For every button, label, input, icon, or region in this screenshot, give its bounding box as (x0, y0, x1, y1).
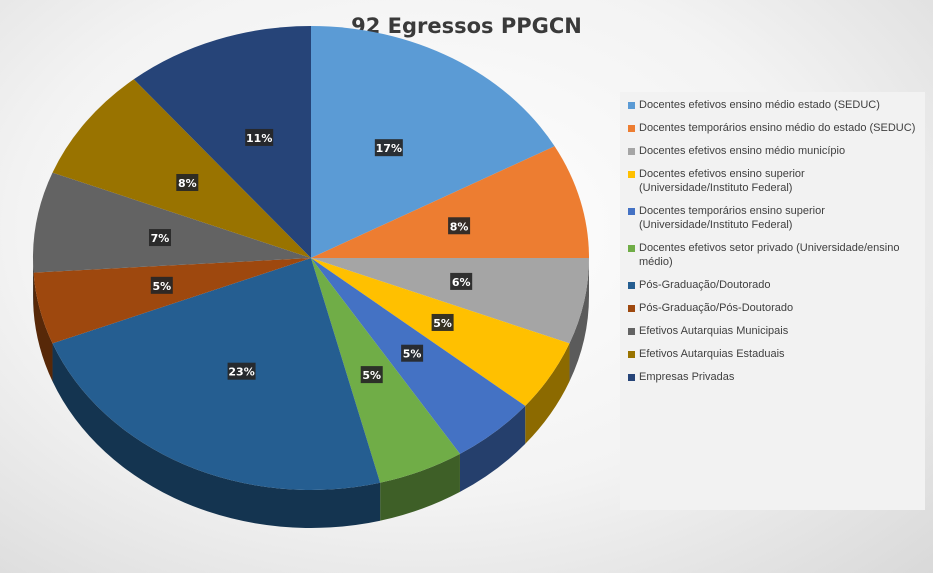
data-label-box (374, 139, 403, 157)
data-label-box (448, 217, 471, 235)
pie-slice (311, 258, 460, 483)
data-label: 7% (151, 232, 170, 245)
legend-label: Pós-Graduação/Doutorado (639, 279, 771, 291)
pie-slice (33, 258, 311, 344)
data-label-box (450, 272, 473, 290)
legend-swatch (628, 102, 635, 109)
pie-slice (133, 26, 311, 258)
legend-item: Docentes efetivos setor privado (Univers… (628, 241, 917, 269)
legend-item: Docentes efetivos ensino superior (Unive… (628, 167, 917, 195)
data-label: 5% (433, 317, 452, 330)
data-label: 5% (152, 280, 171, 293)
data-label: 8% (450, 220, 469, 233)
data-label-box (360, 366, 383, 384)
legend-item: Docentes temporários ensino superior (Un… (628, 204, 917, 232)
pie-slice (52, 258, 381, 490)
pie-slice-side (459, 405, 526, 492)
legend-swatch (628, 282, 635, 289)
data-label-box (431, 313, 454, 331)
legend-label: Efetivos Autarquias Municipais (639, 325, 789, 337)
data-label-box (148, 229, 171, 247)
pie-slice (311, 258, 570, 406)
pie-slice-side (52, 343, 381, 528)
legend-label: Docentes temporários ensino médio do est… (639, 122, 916, 134)
legend-swatch (628, 148, 635, 155)
data-label-box (227, 362, 256, 380)
legend-item: Pós-Graduação/Pós-Doutorado (628, 301, 917, 315)
chart-title: 92 Egressos PPGCN (351, 14, 582, 38)
legend-swatch (628, 245, 635, 252)
legend-swatch (628, 171, 635, 178)
legend: Docentes efetivos ensino médio estado (S… (620, 92, 925, 510)
pie-slice-side (33, 258, 34, 311)
pie-slice (311, 146, 589, 258)
data-label-box (150, 276, 173, 294)
data-label-box (245, 128, 274, 146)
legend-label: Efetivos Autarquias Estaduais (639, 348, 785, 360)
legend-swatch (628, 351, 635, 358)
legend-label: Pós-Graduação/Pós-Doutorado (639, 302, 794, 314)
legend-swatch (628, 208, 635, 215)
data-label: 23% (228, 366, 254, 379)
data-label: 5% (403, 348, 422, 361)
data-label-box (401, 344, 424, 362)
legend-swatch (628, 305, 635, 312)
data-label: 6% (452, 276, 471, 289)
legend-swatch (628, 328, 635, 335)
pie-slice-side (525, 343, 570, 444)
legend-label: Docentes efetivos ensino médio município (639, 145, 846, 157)
pie-slice (33, 172, 311, 273)
legend-label: Docentes efetivos ensino superior (Unive… (639, 168, 805, 194)
pie-slice-side (380, 453, 460, 521)
legend-item: Efetivos Autarquias Municipais (628, 324, 917, 338)
legend-item: Docentes temporários ensino médio do est… (628, 121, 917, 135)
pie-slice-side (33, 272, 53, 382)
data-label: 5% (362, 369, 381, 382)
legend-label: Empresas Privadas (639, 371, 735, 383)
legend-item: Docentes efetivos ensino médio município (628, 144, 917, 158)
data-label: 11% (246, 132, 272, 145)
pie-slice (311, 26, 555, 258)
data-label: 8% (178, 177, 197, 190)
legend-label: Docentes temporários ensino superior (Un… (639, 205, 825, 231)
data-label-box (176, 173, 199, 191)
data-label: 17% (376, 142, 402, 155)
legend-item: Pós-Graduação/Doutorado (628, 278, 917, 292)
legend-label: Docentes efetivos ensino médio estado (S… (639, 99, 880, 111)
legend-label: Docentes efetivos setor privado (Univers… (639, 242, 900, 268)
legend-swatch (628, 125, 635, 132)
legend-item: Efetivos Autarquias Estaduais (628, 347, 917, 361)
pie-slice-side (569, 258, 589, 382)
legend-swatch (628, 374, 635, 381)
legend-item: Empresas Privadas (628, 370, 917, 384)
legend-item: Docentes efetivos ensino médio estado (S… (628, 98, 917, 112)
pie-slice (52, 79, 312, 258)
pie-slice (311, 258, 589, 344)
